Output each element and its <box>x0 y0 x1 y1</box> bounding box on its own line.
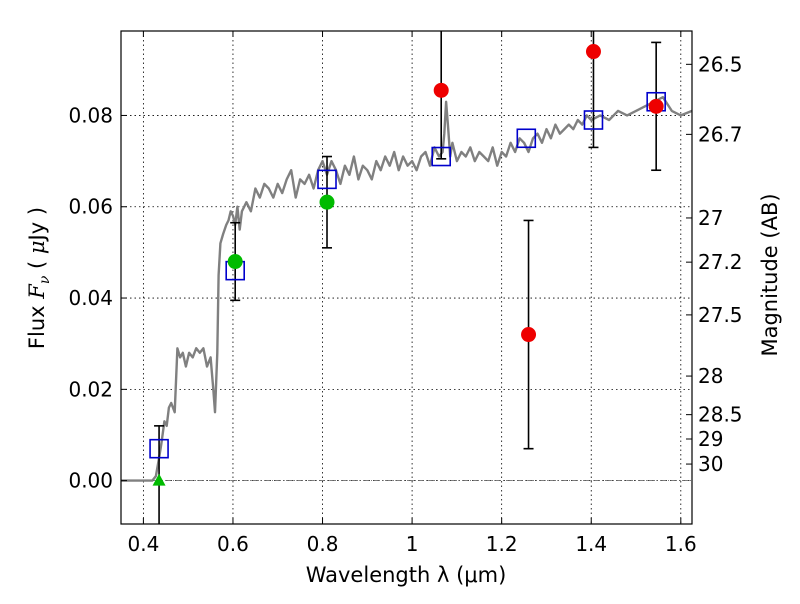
y-tick-label: 0.08 <box>68 103 113 127</box>
mag-tick-label: 30 <box>698 452 723 476</box>
y-tick-label: 0.04 <box>68 286 113 310</box>
x-tick-label: 1.4 <box>575 532 607 556</box>
model-spectrum-line <box>121 95 693 482</box>
y-tick-label: 0.02 <box>68 377 113 401</box>
y-tick-label: 0.06 <box>68 195 113 219</box>
x-tick-label: 1 <box>406 532 419 556</box>
mag-tick-label: 28.5 <box>698 403 743 427</box>
marker-layer <box>149 44 666 486</box>
axis-ticks: 0.4 0.6 0.8 1 1.2 1.4 1.6 0.00 0.02 0.04 0.06 0.08 2… <box>68 31 743 556</box>
right-axis-label: Magnitude (AB) <box>758 193 782 356</box>
green-data-point <box>319 194 335 210</box>
mag-tick-label: 28 <box>698 364 723 388</box>
x-tick-label: 1.6 <box>665 532 697 556</box>
model-flux-square <box>149 438 169 459</box>
mag-tick-label: 27.5 <box>698 303 743 327</box>
y-axis-label-subscript: ν <box>37 275 53 284</box>
x-axis-label: Wavelength λ (μm) <box>306 563 507 587</box>
model-flux-square <box>516 128 537 149</box>
y-tick-label: 0.00 <box>68 469 113 493</box>
mag-tick-label: 27 <box>698 206 723 230</box>
upper-limit-triangle <box>152 473 166 486</box>
y-axis-label-part: Jy ) <box>25 207 49 243</box>
mag-tick-label: 27.2 <box>698 250 743 274</box>
plot-frame <box>120 30 693 525</box>
model-flux-square <box>583 110 604 130</box>
model-flux-square <box>431 146 452 167</box>
x-tick-label: 0.8 <box>307 532 339 556</box>
y-axis-label-symbol: F <box>25 283 49 300</box>
model-spectrum-layer <box>121 95 693 482</box>
x-tick-label: 0.6 <box>217 532 249 556</box>
red-data-point <box>585 44 601 60</box>
y-axis-label-part: ( <box>25 254 49 276</box>
red-data-point <box>521 327 537 343</box>
mag-tick-label: 26.7 <box>698 122 743 146</box>
green-data-point <box>227 254 243 270</box>
mag-tick-label: 26.5 <box>698 52 743 76</box>
y-axis-label-mu: μ <box>25 240 49 254</box>
x-tick-label: 0.4 <box>127 532 159 556</box>
y-axis-label-part: Flux <box>25 299 49 349</box>
y-axis-label: Flux Fν ( μJy ) <box>25 207 53 349</box>
model-flux-square <box>317 169 337 190</box>
x-tick-label: 1.2 <box>486 532 518 556</box>
red-data-point <box>648 98 664 114</box>
red-data-point <box>433 82 449 98</box>
mag-tick-label: 29 <box>698 427 723 451</box>
